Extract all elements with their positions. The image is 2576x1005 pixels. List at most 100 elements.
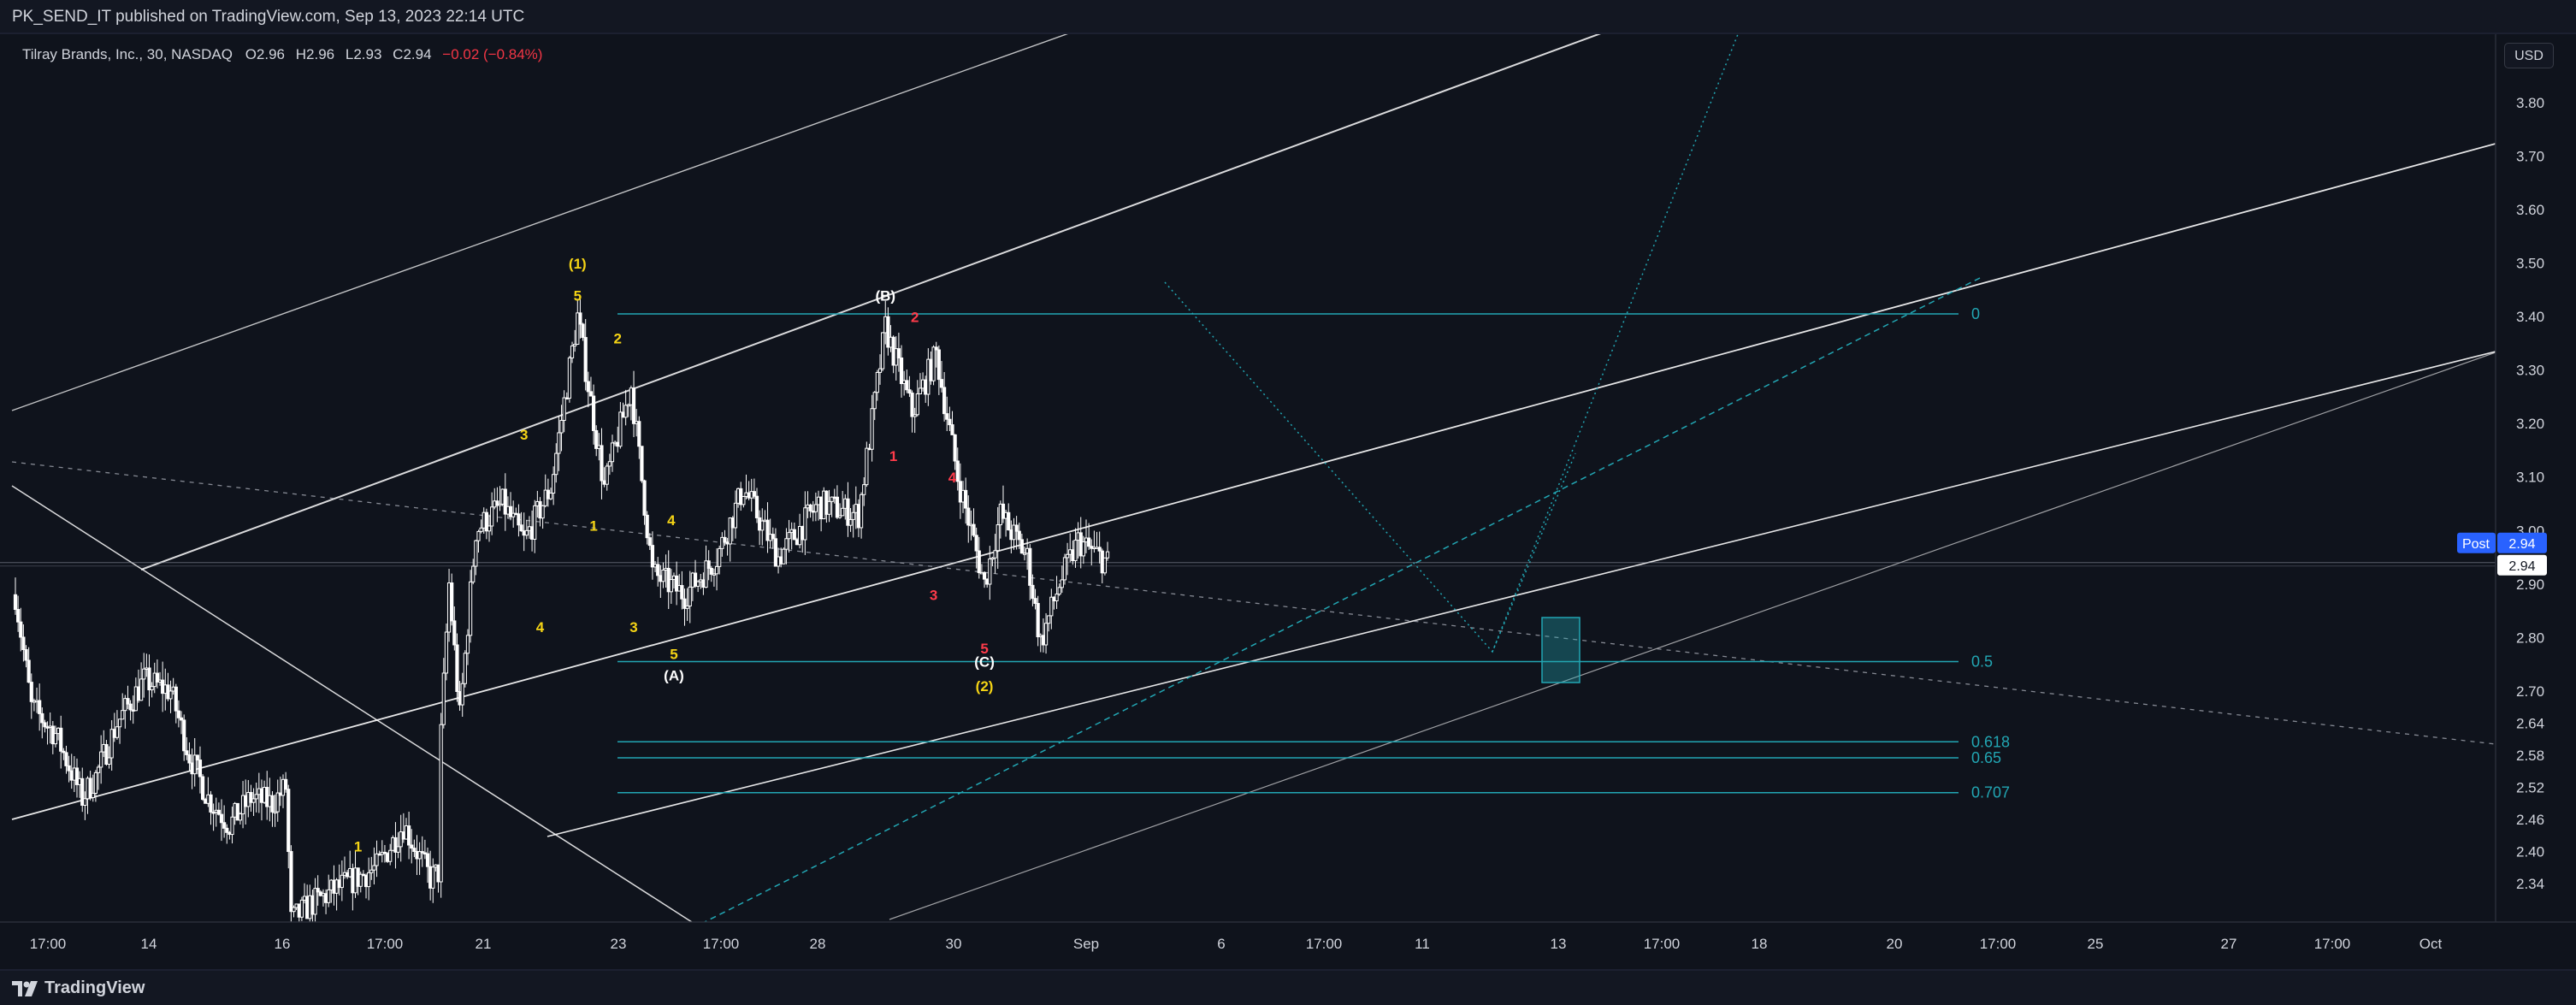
candle-body: [964, 489, 968, 509]
wave-label: (2): [976, 678, 994, 695]
close-label: C: [393, 46, 404, 62]
dotted-wave-path[interactable]: [1164, 281, 1576, 653]
candle-body: [316, 888, 320, 893]
candle-body: [299, 899, 304, 918]
candle-body: [1065, 553, 1070, 559]
candle-body: [216, 809, 221, 815]
candle-body: [142, 668, 146, 680]
candle-body: [990, 557, 995, 560]
candle-body: [465, 635, 470, 654]
candle-body: [859, 494, 864, 529]
candle-body: [251, 798, 256, 803]
candle-body: [1028, 547, 1032, 586]
brand-name: TradingView: [44, 978, 145, 997]
candle-body: [43, 722, 47, 728]
candle-body: [139, 678, 144, 701]
candle-body: [669, 579, 673, 593]
price-tick-label: 3.10: [2516, 470, 2544, 486]
candle-body: [88, 777, 92, 798]
candle-body: [99, 751, 103, 768]
candle-body: [803, 507, 807, 541]
candle-body: [680, 585, 684, 600]
candle-body: [841, 507, 845, 517]
candle-body: [720, 536, 724, 549]
candle-body: [1019, 539, 1024, 554]
last-price-tag-box: [2497, 554, 2547, 576]
candle-body: [594, 429, 599, 449]
wave-label: 1: [889, 448, 897, 464]
candle-body: [948, 418, 952, 426]
candle-body: [552, 474, 556, 494]
open-label: O: [245, 46, 257, 62]
candle-body: [953, 434, 957, 462]
candle-body: [1036, 602, 1040, 637]
candle-body: [517, 513, 521, 526]
candle-body: [13, 594, 18, 611]
candle-body: [275, 792, 280, 813]
candle-body: [559, 419, 564, 434]
price-tick-label: 3.80: [2516, 95, 2544, 111]
channel-lower-line[interactable]: [547, 351, 2496, 837]
post-price-tag-box: [2497, 532, 2547, 553]
candle-body: [150, 686, 154, 691]
fib-trend-dashed-line[interactable]: [701, 277, 1981, 924]
tradingview-logo-icon: [12, 980, 38, 996]
dashed-support-line[interactable]: [11, 461, 2496, 745]
candle-body: [412, 848, 417, 852]
wave-label: 3: [629, 619, 637, 636]
candle-body: [195, 754, 199, 761]
candle-body: [982, 571, 987, 580]
candle-body: [393, 837, 398, 853]
time-tick-label: 14: [141, 936, 157, 952]
fib-level-label: 0.618: [1971, 733, 2010, 750]
candle-body: [931, 346, 936, 381]
candle-body: [977, 550, 981, 574]
candle-body: [1017, 530, 1021, 541]
candle-body: [936, 349, 941, 381]
candle-body: [21, 636, 26, 651]
wave-label: (1): [569, 256, 587, 272]
wave-label: 1: [354, 838, 362, 854]
channel-upper-line[interactable]: [140, 34, 1608, 570]
candle-body: [605, 465, 609, 485]
candle-body: [179, 717, 184, 721]
candle-body: [570, 345, 575, 358]
candle-body: [219, 813, 224, 824]
candle-body: [201, 776, 205, 801]
candle-body: [469, 581, 473, 636]
candle-body: [640, 446, 644, 482]
trend-lines[interactable]: [11, 34, 2496, 924]
candle-body: [126, 698, 130, 705]
candle-body: [1043, 623, 1049, 646]
candle-body: [396, 846, 400, 853]
candle-body: [905, 380, 909, 391]
candle-body: [511, 512, 516, 517]
candle-body: [420, 851, 424, 854]
time-tick-label: 18: [1752, 936, 1768, 952]
candle-body: [367, 872, 371, 888]
candle-body: [974, 535, 978, 552]
candle-body: [284, 778, 288, 790]
brand[interactable]: TradingView: [12, 978, 145, 998]
wave-c-highlight-box[interactable]: [1541, 617, 1580, 683]
candle-body: [835, 496, 840, 518]
channel-middle-line[interactable]: [11, 143, 2496, 820]
dotted-projection-line[interactable]: [1492, 34, 1745, 653]
candle-body: [67, 765, 71, 771]
candle-body: [1081, 541, 1085, 557]
close-value: 2.94: [403, 46, 432, 62]
candle-body: [830, 496, 834, 502]
channel-outer-line[interactable]: [11, 34, 1076, 411]
candle-body: [117, 718, 122, 728]
candle-body: [487, 525, 492, 532]
descending-trend-line[interactable]: [11, 485, 694, 924]
currency-button[interactable]: USD: [2504, 43, 2554, 68]
channel-bottom-line[interactable]: [889, 352, 2496, 920]
candle-body: [185, 750, 189, 755]
chart-pane[interactable]: 0 0.5 0.618 0.65 0.707 (1) 5 (B) 2 2 3 1 4 1 4 3 4 3 5 5 (C…: [0, 34, 2576, 969]
candle-body: [187, 754, 192, 764]
candle-body: [479, 527, 483, 532]
candle-body: [754, 495, 759, 518]
